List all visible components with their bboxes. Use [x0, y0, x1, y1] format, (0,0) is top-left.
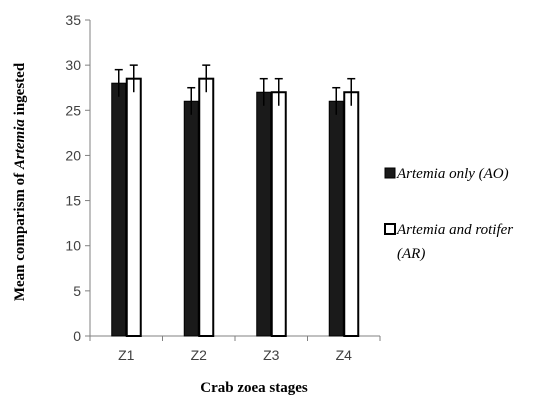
y-axis-title-part-2: Artemia — [12, 119, 28, 171]
bar-ar — [343, 91, 360, 337]
error-bar — [274, 77, 283, 106]
y-tick-label: 25 — [65, 102, 81, 118]
y-tick-label: 30 — [65, 57, 81, 73]
error-bar — [259, 77, 268, 106]
legend-swatch-ar — [384, 223, 396, 235]
y-axis-title-part-1: Mean comparism of — [12, 169, 28, 301]
x-tick-label: Z3 — [263, 347, 280, 363]
bars — [111, 77, 360, 338]
legend-label-ar: Artemia and rotifer — [396, 222, 513, 238]
y-tick-label: 35 — [65, 12, 81, 28]
error-bar — [202, 64, 211, 93]
x-tick-label: Z1 — [118, 347, 135, 363]
bar-ar — [198, 77, 215, 338]
x-axis-title: Crab zoea stages — [200, 380, 308, 396]
bar-ao — [183, 100, 199, 337]
bar-ar — [125, 77, 142, 338]
legend-label-ao: Artemia only (AO) — [396, 166, 509, 182]
y-tick-label: 5 — [73, 283, 81, 299]
y-axis-title-part-3: ingested — [12, 62, 28, 119]
error-bar — [187, 86, 196, 115]
x-axis: Z1 Z2 Z3 Z4 — [89, 335, 381, 363]
x-tick-label: Z4 — [336, 347, 353, 363]
y-tick-label: 10 — [65, 238, 81, 254]
legend: Artemia only (AO) Artemia and rotifer (AR) — [384, 166, 513, 262]
bar-ao — [328, 100, 344, 337]
error-bar — [347, 77, 356, 106]
error-bar — [332, 86, 341, 115]
bar-ao — [256, 91, 272, 337]
error-bars — [114, 64, 356, 115]
legend-swatch-ao — [384, 167, 396, 179]
legend-label-ar: (AR) — [397, 246, 425, 262]
y-tick-label: 0 — [73, 328, 81, 344]
y-axis: 0 5 10 15 20 25 30 35 — [65, 12, 91, 344]
error-bar — [129, 64, 138, 93]
error-bar — [114, 68, 123, 97]
y-tick-label: 15 — [65, 193, 81, 209]
y-axis-title: Mean comparism of Artemia ingested — [12, 62, 28, 301]
x-tick-label: Z2 — [191, 347, 208, 363]
y-tick-label: 20 — [65, 147, 81, 163]
bar-ao — [111, 82, 127, 337]
bar-ar — [270, 91, 287, 337]
